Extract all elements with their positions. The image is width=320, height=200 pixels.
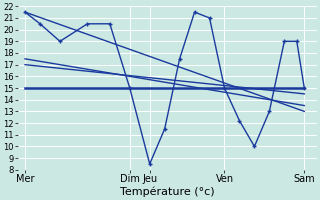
X-axis label: Température (°c): Température (°c) <box>120 187 214 197</box>
